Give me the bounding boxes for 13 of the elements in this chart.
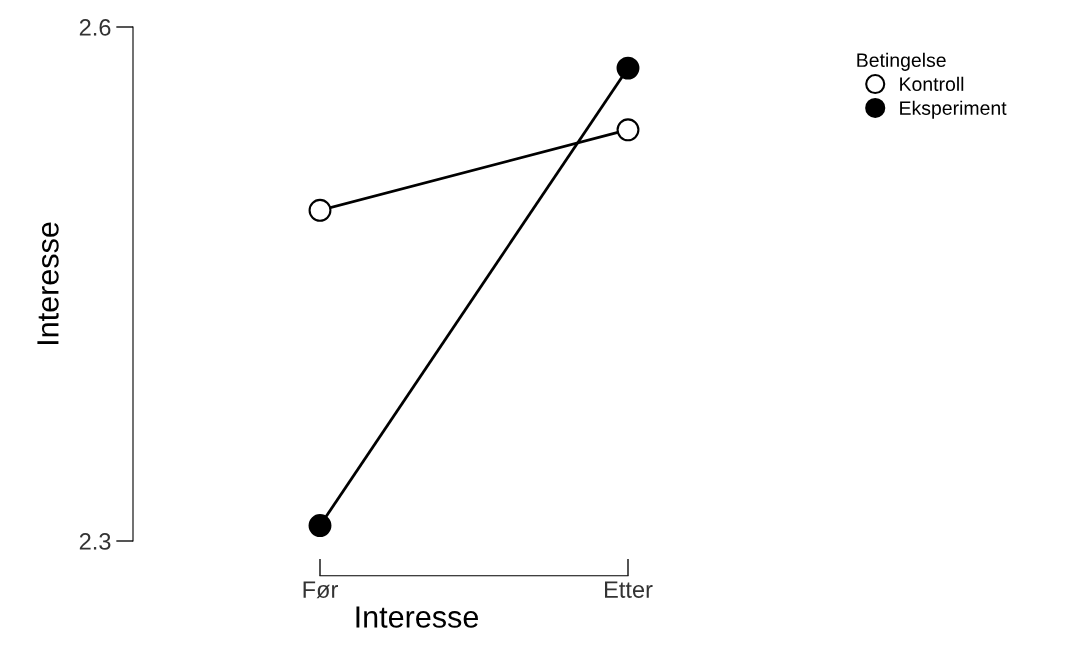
- legend-label: Eksperiment: [900, 100, 1007, 119]
- y-axis-title: Interesse: [37, 222, 59, 345]
- x-tick-label: Før: [303, 581, 338, 599]
- point: [616, 56, 640, 80]
- legend-label: Kontroll: [900, 76, 964, 92]
- point: [616, 118, 640, 142]
- point: [308, 198, 332, 222]
- y-tick-label: 2.3: [79, 533, 111, 550]
- y-tick-label: 2.6: [79, 19, 111, 36]
- legend-title: Betingelse: [857, 52, 946, 71]
- x-tick-label: Etter: [605, 581, 653, 598]
- x-axis-title: Interesse: [356, 606, 478, 628]
- point: [308, 514, 332, 538]
